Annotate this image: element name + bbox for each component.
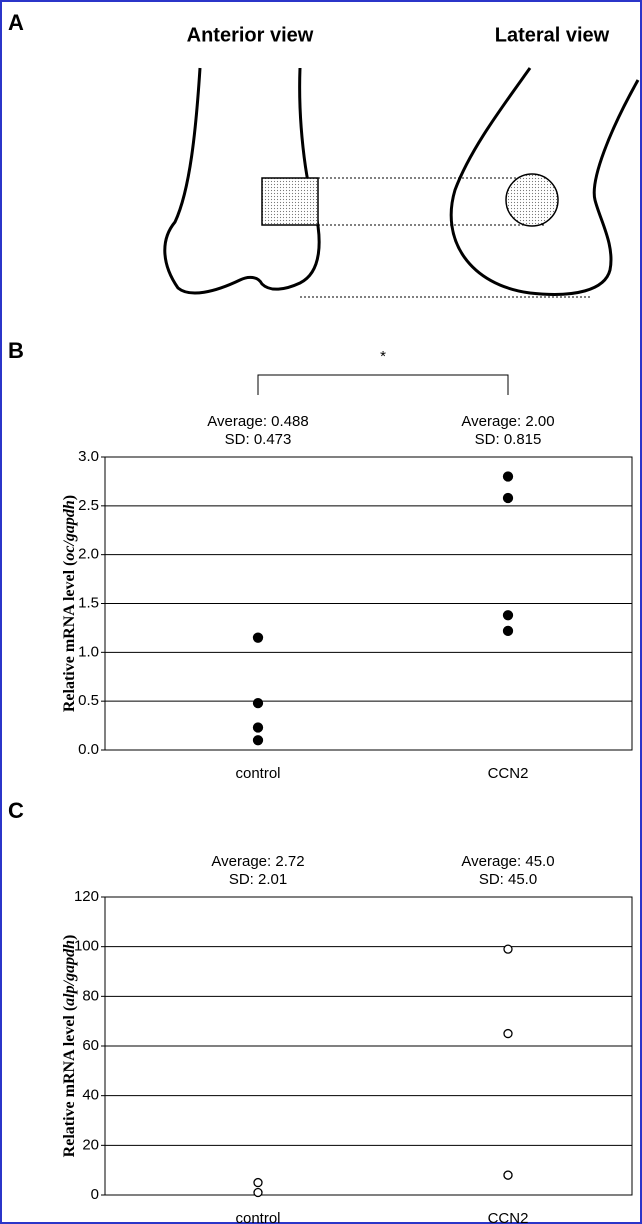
data-point bbox=[252, 735, 264, 746]
sd-label: SD: 0.815 bbox=[475, 431, 542, 448]
panel-label: B bbox=[8, 338, 24, 363]
condyle bbox=[505, 173, 559, 227]
y-tick-label: 0.5 bbox=[78, 692, 99, 709]
lateral-femur bbox=[449, 67, 640, 296]
sd-label: SD: 0.473 bbox=[225, 431, 292, 448]
y-tick-label: 2.5 bbox=[78, 497, 99, 514]
average-label: Average: 2.00 bbox=[461, 413, 554, 430]
x-tick-label: control bbox=[235, 765, 280, 782]
y-axis-label-part: Relative mRNA level ( bbox=[61, 1006, 78, 1158]
guide-lines bbox=[300, 177, 590, 298]
plot-frame bbox=[104, 456, 633, 751]
data-point bbox=[502, 492, 514, 504]
y-axis-label: Relative mRNA level (alp/gapdh) bbox=[61, 935, 78, 1158]
x-tick-label: CCN2 bbox=[488, 765, 529, 782]
significance-label: * bbox=[380, 348, 386, 365]
data-point bbox=[503, 944, 513, 954]
significance-bracket bbox=[257, 374, 509, 395]
y-axis-label-part: oc/gapdh bbox=[61, 500, 78, 561]
y-axis-label-part: Relative mRNA level ( bbox=[61, 561, 78, 713]
y-tick-label: 1.0 bbox=[78, 643, 99, 660]
sd-label: SD: 45.0 bbox=[479, 871, 537, 888]
data-point bbox=[252, 697, 264, 709]
y-tick-label: 100 bbox=[74, 938, 99, 955]
y-tick-label: 40 bbox=[82, 1087, 99, 1104]
panel-label: C bbox=[8, 798, 24, 823]
data-point bbox=[503, 1170, 513, 1180]
data-point bbox=[502, 471, 514, 482]
sd-label: SD: 2.01 bbox=[229, 871, 287, 888]
region bbox=[261, 177, 319, 226]
view-title: Lateral view bbox=[495, 24, 610, 46]
data-point bbox=[502, 625, 514, 636]
y-tick-label: 0 bbox=[91, 1186, 99, 1203]
data-point bbox=[502, 610, 514, 621]
panel-a: A Anterior view Lateral view bbox=[8, 10, 640, 298]
y-axis-label-part: ) bbox=[61, 935, 78, 940]
y-tick-label: 80 bbox=[82, 987, 99, 1004]
view-title: Anterior view bbox=[187, 24, 314, 46]
panel-label: A bbox=[8, 10, 24, 35]
data-point bbox=[252, 722, 264, 733]
y-axis-label-part: ) bbox=[61, 495, 78, 500]
data-point bbox=[253, 1187, 263, 1198]
average-label: Average: 45.0 bbox=[461, 853, 554, 870]
data-point bbox=[253, 1177, 263, 1188]
y-tick-label: 0.0 bbox=[78, 741, 99, 758]
y-tick-label: 120 bbox=[74, 888, 99, 905]
y-axis-label: Relative mRNA level (oc/gapdh) bbox=[61, 495, 78, 712]
y-tick-label: 1.5 bbox=[78, 594, 99, 611]
data-point bbox=[503, 1028, 513, 1039]
y-tick-label: 60 bbox=[82, 1037, 99, 1054]
average-label: Average: 0.488 bbox=[207, 413, 308, 430]
y-axis-label-part: alp/gapdh bbox=[61, 940, 78, 1006]
y-tick-label: 2.0 bbox=[78, 546, 99, 563]
x-tick-label: control bbox=[235, 1210, 280, 1224]
y-tick-label: 20 bbox=[82, 1136, 99, 1153]
x-tick-label: CCN2 bbox=[488, 1210, 529, 1224]
average-label: Average: 2.72 bbox=[211, 853, 304, 870]
data-point bbox=[252, 632, 264, 643]
y-tick-label: 3.0 bbox=[78, 448, 99, 465]
plot-frame bbox=[104, 896, 633, 1196]
